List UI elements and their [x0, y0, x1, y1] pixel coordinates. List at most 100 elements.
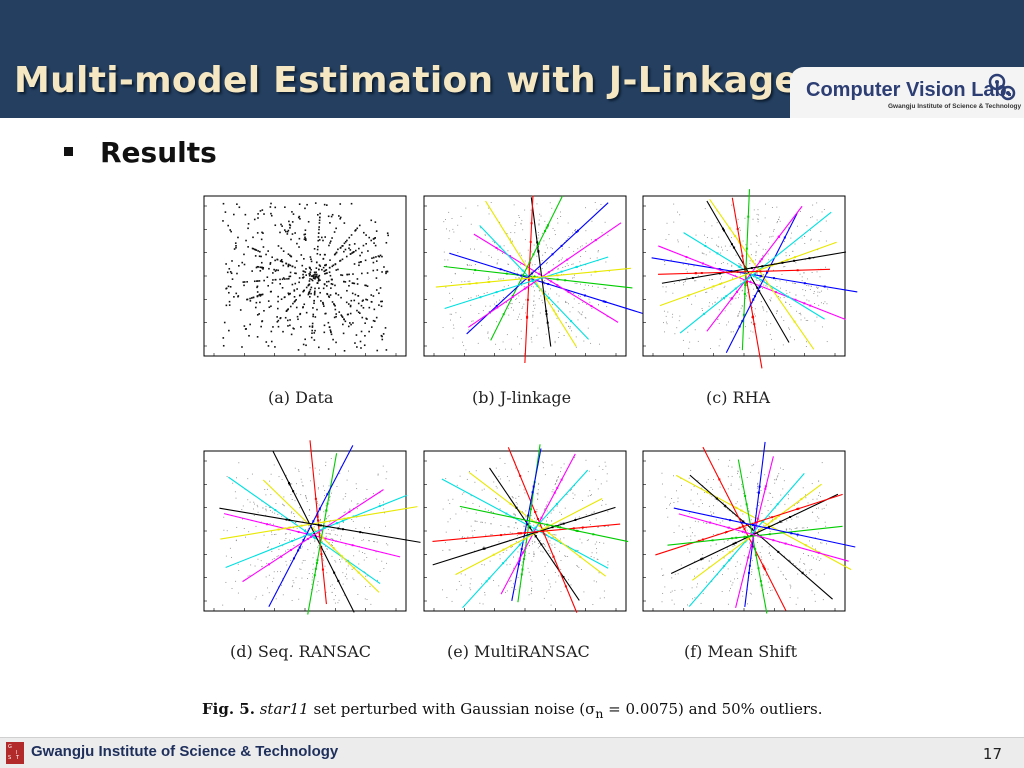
data-point	[499, 554, 501, 556]
data-point	[572, 232, 574, 234]
data-point	[739, 277, 741, 278]
data-point	[516, 319, 518, 321]
inlier-point	[536, 241, 539, 244]
data-point	[301, 562, 303, 564]
inlier-point	[804, 544, 807, 547]
data-point	[347, 313, 349, 316]
data-point	[451, 218, 453, 219]
data-point	[606, 306, 608, 308]
inlier-point	[735, 290, 738, 293]
data-point	[573, 274, 575, 276]
data-point	[233, 248, 236, 250]
data-point	[370, 219, 373, 222]
data-point	[259, 270, 262, 272]
data-point	[794, 243, 796, 245]
data-point	[335, 292, 337, 295]
inlier-point	[313, 574, 316, 577]
data-point	[289, 275, 292, 278]
data-point	[294, 300, 296, 302]
data-point	[779, 467, 781, 469]
data-point	[756, 487, 758, 489]
data-point	[329, 259, 331, 261]
data-point	[474, 248, 475, 250]
data-point	[315, 267, 318, 269]
data-point	[717, 297, 719, 299]
data-point	[670, 502, 671, 504]
data-point	[534, 275, 536, 276]
data-point	[726, 250, 728, 251]
data-point	[373, 242, 375, 244]
data-point	[566, 301, 568, 303]
data-point	[324, 264, 326, 267]
inlier-point	[728, 559, 731, 562]
data-point	[771, 589, 773, 591]
data-point	[516, 297, 518, 299]
data-point	[243, 253, 245, 256]
page-number: 17	[982, 745, 1002, 763]
inlier-point	[515, 506, 518, 509]
data-point	[317, 488, 319, 490]
data-point	[358, 550, 360, 552]
data-point	[357, 302, 360, 305]
data-point	[258, 255, 261, 258]
data-point	[591, 285, 593, 287]
data-point	[263, 534, 265, 536]
inlier-point	[523, 287, 526, 290]
data-point	[757, 209, 759, 211]
data-point	[356, 503, 358, 505]
data-point	[357, 594, 359, 595]
data-point	[265, 510, 267, 512]
data-point	[590, 239, 592, 241]
data-point	[452, 298, 454, 300]
data-point	[790, 585, 792, 587]
data-point	[806, 285, 808, 286]
data-point	[330, 538, 332, 539]
data-point	[518, 295, 520, 297]
data-point	[766, 286, 768, 288]
data-point	[687, 298, 689, 300]
data-point	[305, 495, 307, 496]
data-point	[542, 551, 544, 553]
data-point	[745, 244, 747, 246]
inlier-point	[505, 272, 508, 275]
data-point	[289, 532, 291, 534]
data-point	[510, 238, 512, 240]
data-point	[583, 340, 585, 342]
data-point	[540, 295, 542, 297]
data-point	[379, 492, 381, 494]
data-point	[694, 535, 696, 537]
inlier-point	[796, 533, 799, 536]
inlier-point	[518, 557, 521, 560]
data-point	[599, 343, 600, 345]
data-point	[558, 575, 559, 577]
data-point	[809, 288, 811, 290]
data-point	[816, 507, 817, 509]
inlier-point	[326, 493, 329, 496]
data-point	[266, 546, 268, 548]
data-point	[355, 528, 357, 529]
inlier-point	[741, 254, 744, 257]
data-point	[677, 211, 678, 213]
data-point	[578, 295, 579, 297]
data-point	[255, 301, 258, 304]
data-point	[765, 203, 766, 205]
data-point	[508, 263, 510, 265]
data-point	[236, 272, 238, 275]
inlier-point	[474, 269, 477, 272]
data-point	[738, 313, 740, 315]
data-point	[514, 515, 516, 517]
inlier-point	[783, 236, 786, 239]
data-point	[490, 511, 492, 512]
data-point	[241, 261, 244, 264]
inlier-point	[336, 522, 339, 525]
data-point	[345, 493, 347, 495]
data-point	[326, 572, 328, 574]
data-point	[739, 476, 740, 478]
data-point	[266, 276, 269, 278]
data-point	[744, 326, 746, 328]
inlier-point	[796, 269, 799, 272]
data-point	[354, 249, 357, 252]
inlier-point	[757, 491, 760, 494]
data-point	[506, 549, 508, 551]
data-point	[274, 259, 276, 262]
